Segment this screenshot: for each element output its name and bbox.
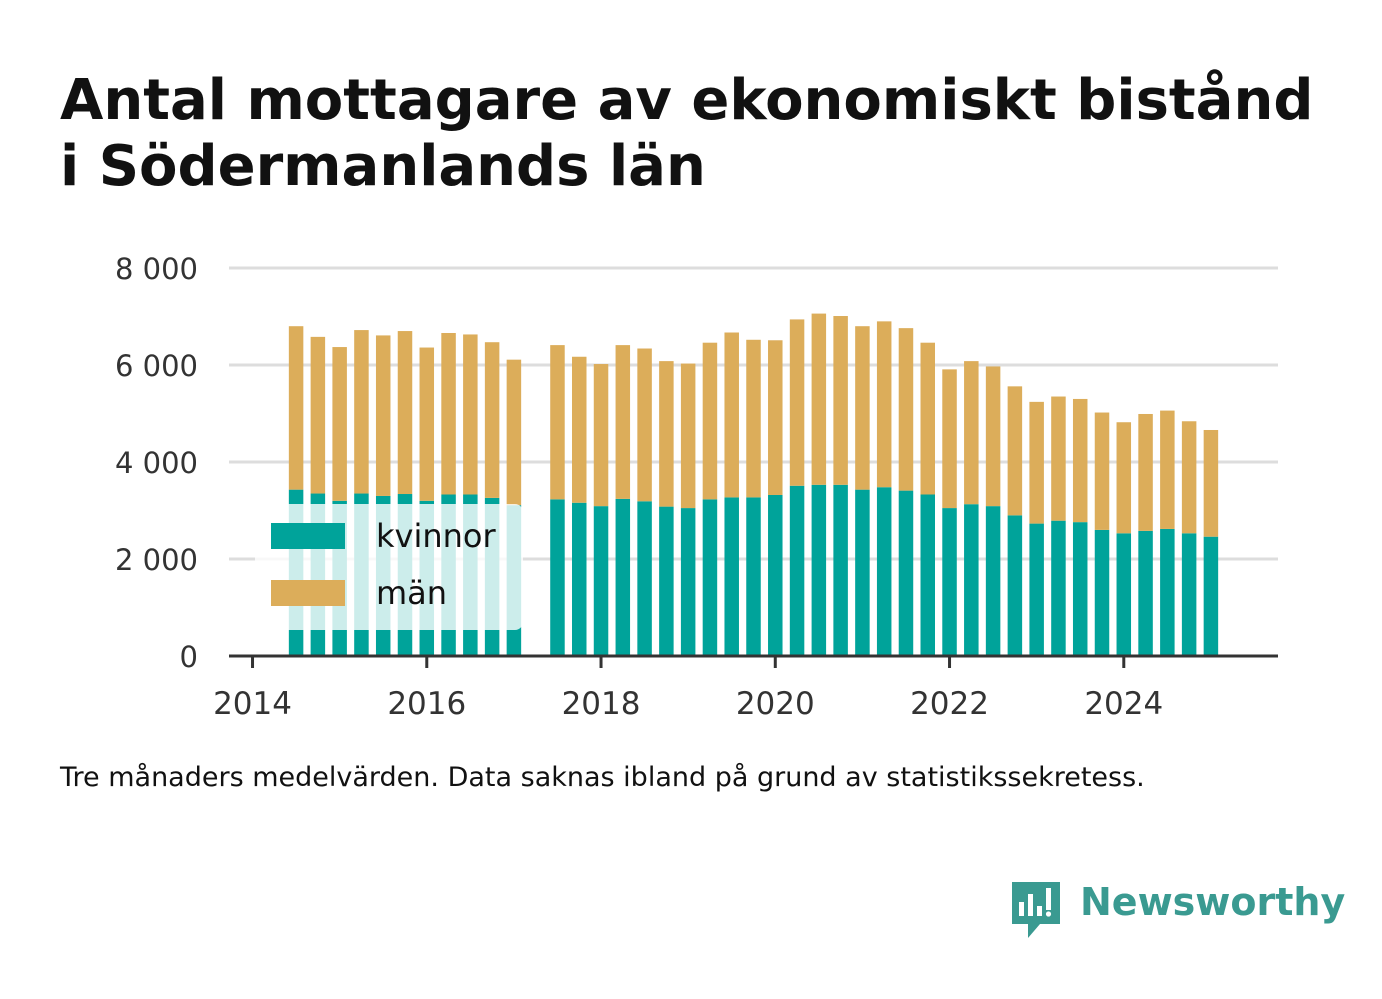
y-tick-label: 0 xyxy=(180,640,198,674)
bar-kvinnor xyxy=(1181,533,1197,656)
bar-kvinnor xyxy=(1160,528,1175,656)
legend-label-män: män xyxy=(376,574,447,612)
brand-logo: Newsworthy xyxy=(1010,878,1345,942)
bar-kvinnor xyxy=(1094,529,1110,656)
bar-män xyxy=(571,356,587,503)
bar-män xyxy=(1181,421,1197,534)
bar-män xyxy=(288,326,304,490)
y-tick-label: 4 000 xyxy=(115,446,198,480)
bar-män xyxy=(593,364,609,507)
y-tick-label: 2 000 xyxy=(115,543,198,577)
bar-kvinnor xyxy=(680,508,696,656)
legend-swatch-män xyxy=(271,580,345,606)
x-tick-label: 2014 xyxy=(213,686,292,722)
bar-män xyxy=(985,366,1001,507)
bar-män xyxy=(680,363,696,509)
y-tick-label: 8 000 xyxy=(115,252,198,286)
bar-män xyxy=(550,345,565,500)
bar-kvinnor xyxy=(637,501,652,656)
bar-män xyxy=(724,332,739,498)
bar-män xyxy=(855,326,870,490)
bar-kvinnor xyxy=(1051,520,1066,656)
bar-kvinnor xyxy=(1116,533,1132,656)
bar-män xyxy=(1072,398,1088,523)
bar-kvinnor xyxy=(615,498,631,656)
bar-män xyxy=(811,313,827,485)
bar-män xyxy=(942,369,957,509)
bar-kvinnor xyxy=(593,506,609,656)
bar-kvinnor xyxy=(942,508,957,656)
bar-män xyxy=(463,334,478,495)
chart-footnote: Tre månaders medelvärden. Data saknas ib… xyxy=(60,762,1145,793)
legend-swatch-kvinnor xyxy=(271,523,345,549)
bar-kvinnor xyxy=(964,504,979,656)
bar-kvinnor xyxy=(702,499,718,656)
x-tick-label: 2016 xyxy=(387,686,466,722)
bar-kvinnor xyxy=(920,494,936,656)
bar-män xyxy=(1094,412,1110,530)
bar-män xyxy=(1203,429,1219,537)
bar-män xyxy=(876,321,892,488)
bar-män xyxy=(920,342,936,495)
bar-män xyxy=(659,361,674,507)
bar-kvinnor xyxy=(811,484,827,656)
bar-män xyxy=(419,347,435,501)
bar-män xyxy=(1029,401,1044,524)
bar-män xyxy=(484,342,500,498)
bar-män xyxy=(354,330,369,494)
bar-män xyxy=(789,319,805,486)
bar-kvinnor xyxy=(1029,523,1044,656)
bar-män xyxy=(637,348,652,502)
bar-kvinnor xyxy=(789,485,805,656)
legend-label-kvinnor: kvinnor xyxy=(376,517,497,555)
bar-män xyxy=(1051,396,1066,521)
stacked-bar-chart: 0 2 000 4 000 6 000 8 000 2014 2016 2018 2020 202… xyxy=(115,252,1278,722)
bar-män xyxy=(833,316,848,485)
bar-kvinnor xyxy=(1203,536,1219,656)
bar-kvinnor xyxy=(724,497,739,656)
bar-kvinnor xyxy=(768,494,783,656)
bar-män xyxy=(332,347,347,501)
newsworthy-logo-icon xyxy=(1012,882,1060,938)
bar-män xyxy=(375,335,391,496)
bar-män xyxy=(964,361,979,505)
bar-män xyxy=(397,331,413,495)
x-tick-label: 2024 xyxy=(1084,686,1163,722)
bar-män xyxy=(1138,413,1153,531)
bar-män xyxy=(441,332,456,495)
bar-män xyxy=(746,339,761,498)
bar-kvinnor xyxy=(550,499,565,656)
chart-title-line-2: i Södermanlands län xyxy=(60,134,706,199)
bar-män xyxy=(768,340,783,495)
bar-kvinnor xyxy=(571,502,587,656)
bar-män xyxy=(1116,422,1132,534)
bar-kvinnor xyxy=(985,506,1001,656)
bar-kvinnor xyxy=(898,490,914,656)
bar-män xyxy=(1160,410,1175,529)
x-tick-label: 2018 xyxy=(562,686,641,722)
bar-kvinnor xyxy=(876,487,892,656)
bar-kvinnor xyxy=(1072,522,1088,656)
bar-kvinnor xyxy=(746,497,761,656)
x-tick-label: 2022 xyxy=(910,686,989,722)
bar-män xyxy=(310,336,326,494)
chart-title: Antal mottagare av ekonomiskt bistånd i … xyxy=(60,68,1350,200)
bar-kvinnor xyxy=(833,484,848,656)
bar-kvinnor xyxy=(659,506,674,656)
bar-kvinnor xyxy=(1007,515,1023,656)
bar-män xyxy=(1007,386,1023,516)
brand-name: Newsworthy xyxy=(1080,880,1346,924)
chart-title-line-1: Antal mottagare av ekonomiskt bistånd xyxy=(60,68,1314,133)
bar-män xyxy=(898,328,914,491)
x-tick-label: 2020 xyxy=(736,686,815,722)
bar-kvinnor xyxy=(1138,530,1153,656)
bar-kvinnor xyxy=(855,489,870,656)
bar-män xyxy=(506,359,522,506)
y-tick-label: 6 000 xyxy=(115,349,198,383)
bar-män xyxy=(702,342,718,500)
bar-män xyxy=(615,345,631,499)
